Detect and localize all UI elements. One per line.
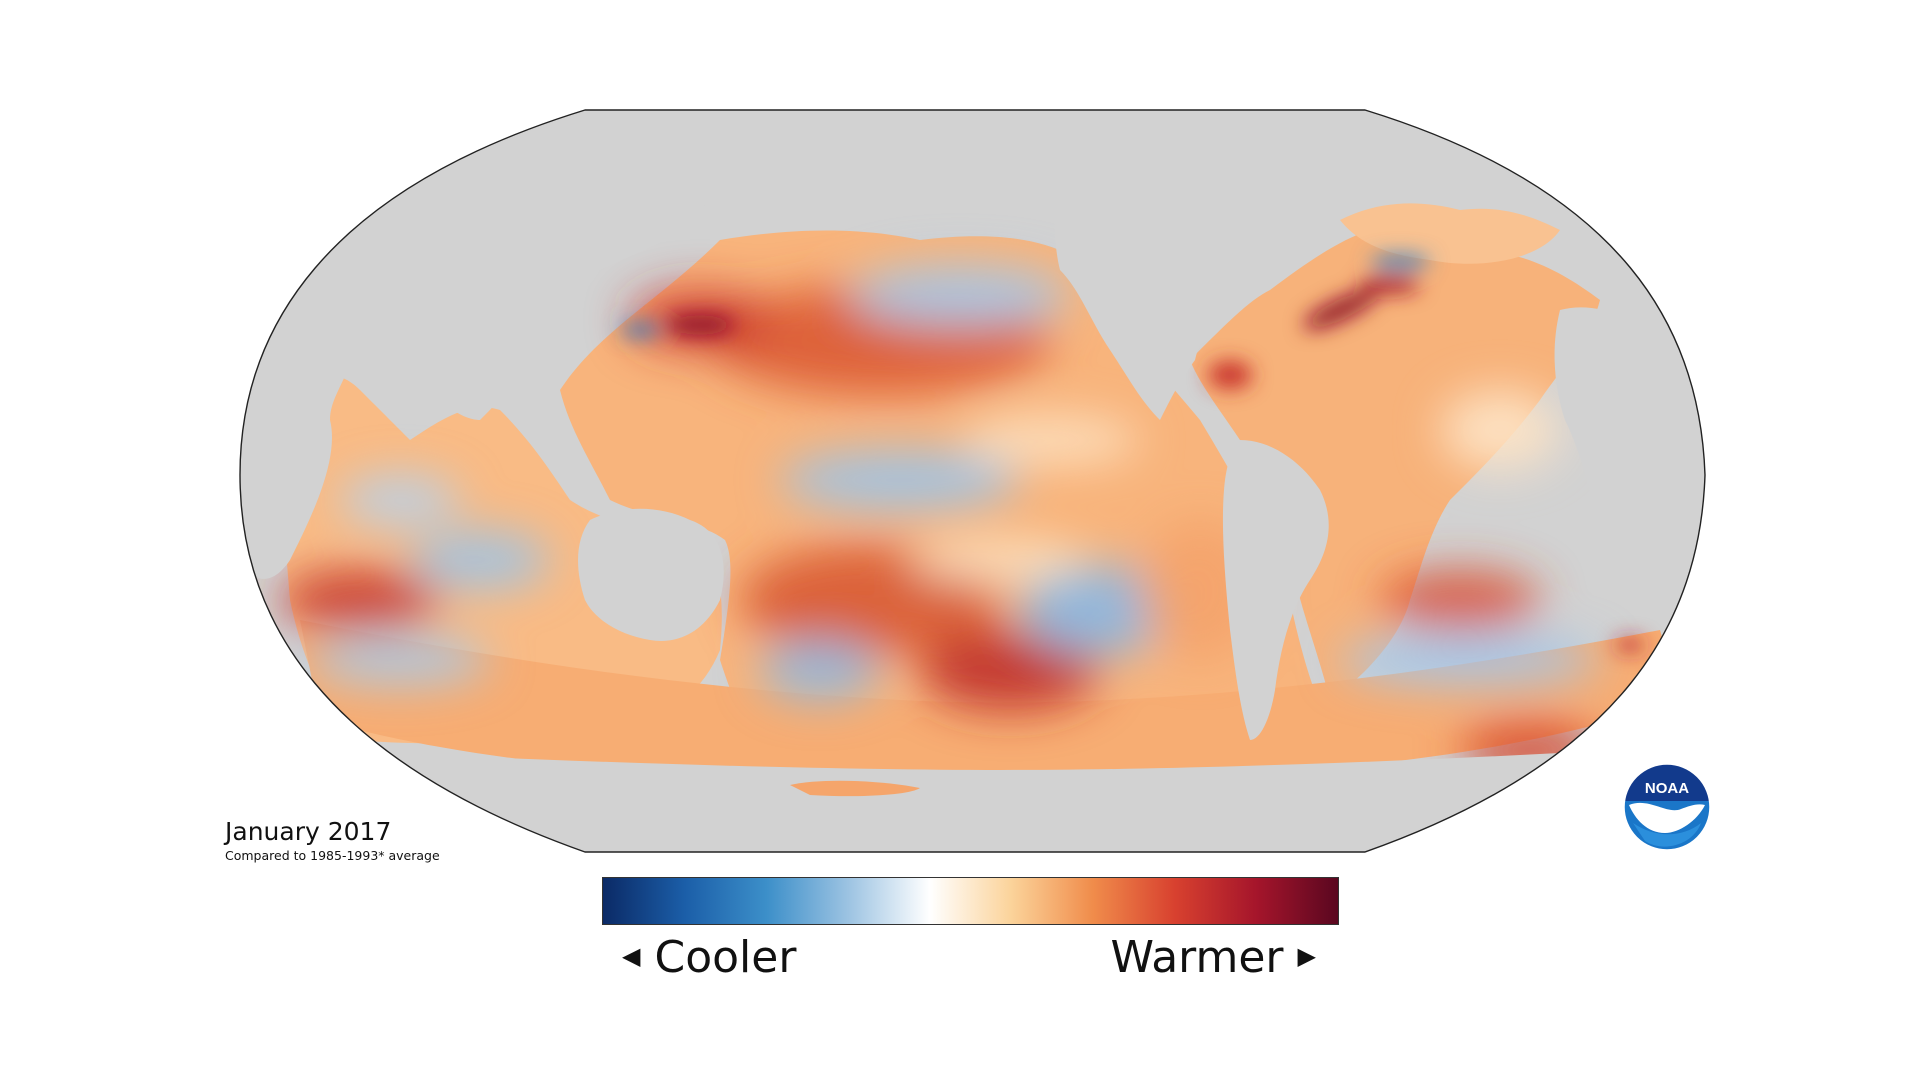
right-arrow-icon: ▶	[1297, 942, 1316, 970]
atlantic-ocean	[1190, 230, 1600, 700]
warmer-text: Warmer	[1110, 932, 1284, 983]
warmer-label: Warmer ▶	[1111, 928, 1316, 990]
map-baseline-note: Compared to 1985-1993* average	[225, 848, 440, 863]
cooler-text: Cooler	[654, 932, 797, 983]
anomaly-detail	[620, 255, 1645, 651]
map-date-title: January 2017	[225, 817, 392, 846]
left-arrow-icon: ◀	[622, 942, 641, 970]
noaa-logo-text: NOAA	[1645, 780, 1689, 797]
anomaly-overlay	[280, 265, 1600, 780]
noaa-logo: NOAA	[1623, 763, 1711, 851]
antarctic-fringe	[790, 780, 920, 797]
anomaly-colorbar	[602, 877, 1339, 925]
arctic-atlantic	[1340, 203, 1560, 264]
landmasses	[240, 110, 1705, 852]
cooler-label: ◀ Cooler	[622, 928, 796, 990]
globe-outline	[239, 109, 1706, 853]
southern-ocean	[300, 620, 1680, 780]
